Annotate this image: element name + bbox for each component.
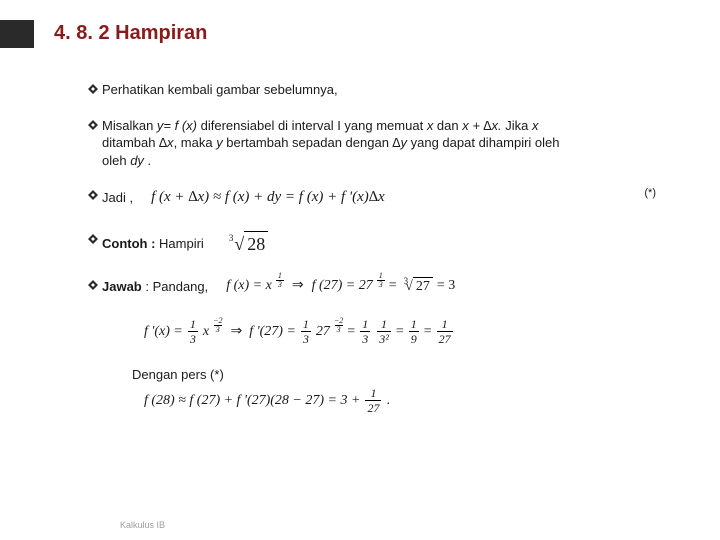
- t: Contoh :: [102, 236, 155, 251]
- t: =: [389, 277, 397, 296]
- eq-derivative: f '(x) = 13 x−23 ⇒ f '(27) = 13 27−23 = …: [144, 315, 680, 349]
- bullet-4: Contoh : Hampiri 3 √28: [84, 231, 680, 256]
- t: bertambah sepadan dengan: [223, 135, 393, 150]
- t: 3²: [377, 331, 391, 345]
- t: 1: [440, 318, 450, 331]
- t: diferensiabel di interval I yang memuat: [197, 118, 427, 133]
- bullet-icon: [84, 277, 102, 291]
- t: oleh: [102, 153, 130, 168]
- t: 1: [368, 387, 378, 400]
- bullet-icon: [84, 81, 102, 95]
- bullet-2-text: Misalkan y= f (x) diferensiabel di inter…: [102, 117, 680, 170]
- t: 3: [377, 280, 385, 289]
- t: x + ∆x.: [462, 118, 501, 133]
- slide: 4. 8. 2 Hampiran Perhatikan kembali gamb…: [0, 0, 720, 540]
- t: 1: [188, 318, 198, 331]
- cuberoot-28: 3 √28: [226, 231, 268, 256]
- bullet-1: Perhatikan kembali gambar sebelumnya,: [84, 81, 680, 99]
- eq-fx: f (x) = x13 ⇒ f (27) = 2713 = 3√27 = 3: [226, 277, 455, 297]
- dengan-pers: Dengan pers (*): [132, 367, 680, 382]
- t: Jawab: [102, 279, 142, 294]
- t: 1: [379, 318, 389, 331]
- t: f '(27) =: [249, 324, 296, 340]
- left-accent-bar: [0, 20, 34, 48]
- t: 1: [301, 318, 311, 331]
- t: : Pandang,: [142, 279, 209, 294]
- t: 27: [365, 400, 381, 414]
- arrow-icon: ⇒: [292, 277, 304, 296]
- t: ditambah: [102, 135, 159, 150]
- t: =: [347, 324, 355, 340]
- t: 9: [409, 331, 419, 345]
- t: 1: [277, 272, 283, 280]
- t: , maka: [174, 135, 217, 150]
- t: 1: [360, 318, 370, 331]
- t: Jadi ,: [102, 189, 133, 207]
- t: x: [532, 118, 539, 133]
- footer-text: Kalkulus IB: [120, 520, 165, 530]
- bullet-4-text: Contoh : Hampiri 3 √28: [102, 231, 680, 256]
- t: 3: [360, 331, 370, 345]
- eq-final: f (28) ≈ f (27) + f '(27)(28 − 27) = 3 +…: [144, 384, 680, 418]
- t: f (28) ≈ f (27) + f '(27)(28 − 27) = 3 +: [144, 393, 360, 409]
- t: f (27) = 27: [312, 277, 373, 296]
- bullet-3-text: Jadi , f (x + ∆x) ≈ f (x) + dy = f (x) +…: [102, 187, 680, 207]
- arrow-icon: ⇒: [231, 323, 243, 340]
- t: 3: [229, 232, 234, 244]
- bullet-1-text: Perhatikan kembali gambar sebelumnya,: [102, 81, 680, 99]
- t: Jika: [502, 118, 532, 133]
- t: yang dapat dihampiri oleh: [407, 135, 560, 150]
- t: ∆x: [159, 135, 173, 150]
- t: 3: [276, 280, 284, 289]
- t: 1: [409, 318, 419, 331]
- t: Misalkan: [102, 118, 157, 133]
- t: −2: [212, 317, 223, 325]
- bullet-icon: [84, 187, 102, 201]
- bullet-icon: [84, 117, 102, 131]
- t: f '(x) =: [144, 324, 183, 340]
- t: 3: [214, 325, 222, 334]
- t: Hampiri: [155, 236, 203, 251]
- t: 3: [301, 331, 311, 345]
- t: = 3: [437, 277, 455, 296]
- t: x: [203, 324, 209, 340]
- t: 28: [244, 231, 268, 256]
- t: ∆y: [393, 135, 407, 150]
- eq-approx: f (x + ∆x) ≈ f (x) + dy = f (x) + f '(x)…: [151, 187, 385, 207]
- bullet-2: Misalkan y= f (x) diferensiabel di inter…: [84, 117, 680, 170]
- bullet-5: Jawab : Pandang, f (x) = x13 ⇒ f (27) = …: [84, 277, 680, 297]
- slide-title: 4. 8. 2 Hampiran: [48, 22, 680, 45]
- t: 3: [404, 275, 409, 287]
- bullet-icon: [84, 231, 102, 245]
- t: 27: [413, 277, 433, 297]
- t: f (x + ∆x) ≈ f (x) + dy = f (x) + f '(x)…: [151, 187, 385, 207]
- t: 3: [335, 325, 343, 334]
- t: .: [386, 393, 390, 409]
- t: −2: [333, 317, 344, 325]
- t: 3: [188, 331, 198, 345]
- t: =: [396, 324, 404, 340]
- t: 27: [316, 324, 330, 340]
- eq-star: (*): [644, 186, 656, 201]
- t: 1: [378, 272, 384, 280]
- bullet-3: Jadi , f (x + ∆x) ≈ f (x) + dy = f (x) +…: [84, 187, 680, 207]
- t: =: [424, 324, 432, 340]
- t: dy: [130, 153, 144, 168]
- t: f (x) = x: [226, 277, 272, 296]
- t: 27: [437, 331, 453, 345]
- t: .: [144, 153, 151, 168]
- t: dan: [433, 118, 462, 133]
- t: y= f (x): [157, 118, 197, 133]
- bullet-5-text: Jawab : Pandang, f (x) = x13 ⇒ f (27) = …: [102, 277, 680, 297]
